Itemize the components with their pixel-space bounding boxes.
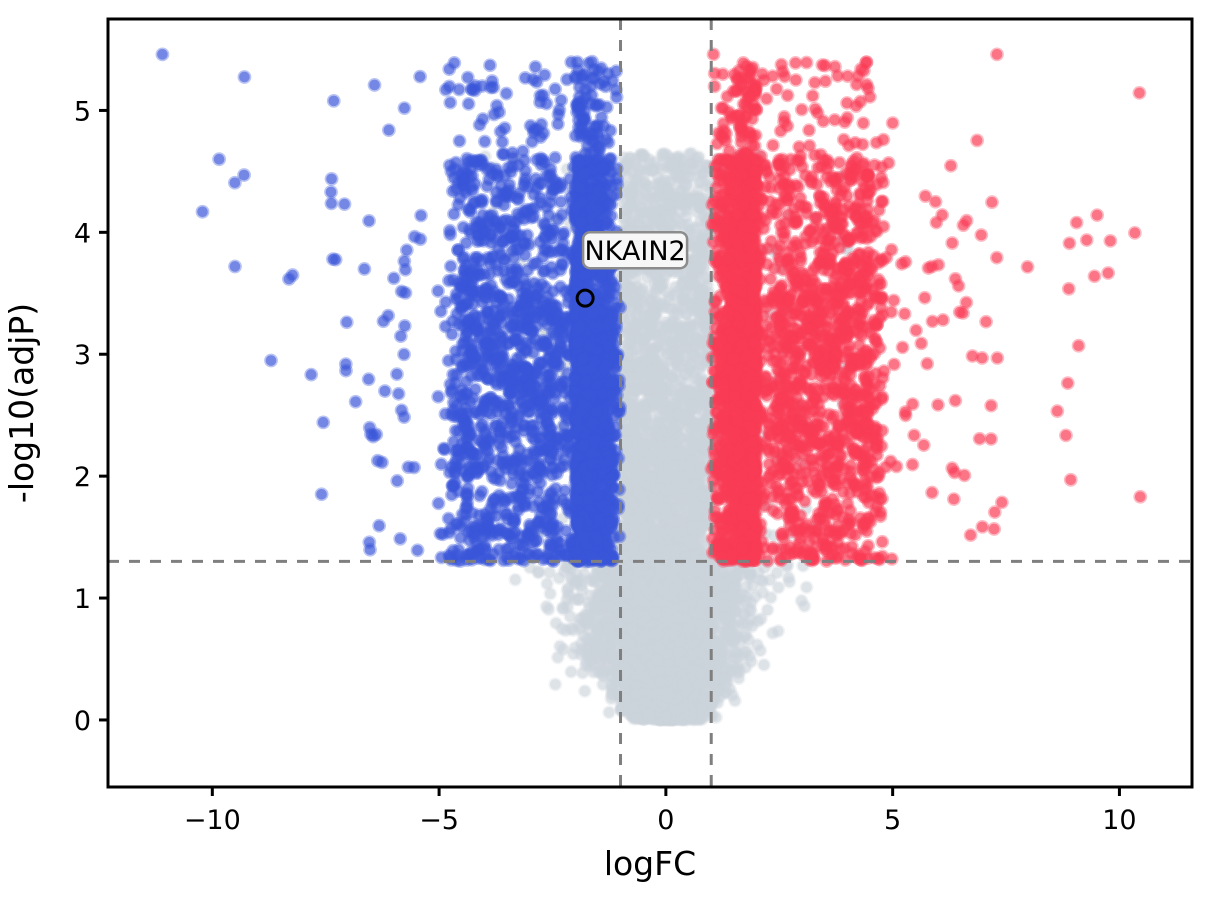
- x-axis-title: logFC: [604, 844, 696, 883]
- y-tick-label: 2: [74, 462, 91, 493]
- highlight-marker-group: [575, 288, 595, 308]
- x-tick-label: 5: [884, 805, 901, 836]
- y-tick-label: 4: [74, 218, 91, 249]
- gene-annotation-group: NKAIN2: [581, 230, 689, 270]
- x-tick-label: −5: [419, 805, 459, 836]
- x-tick-label: 10: [1102, 805, 1136, 836]
- y-tick-label: 5: [74, 96, 91, 127]
- x-tick-label: 0: [657, 805, 674, 836]
- threshold-lines: [108, 19, 1192, 787]
- scatter-layer-up-regulated: [704, 47, 1148, 569]
- axis-ticks: −10 −5 0 5 10 0 1 2 3 4 5: [74, 96, 1137, 836]
- highlighted-gene-marker: [575, 288, 595, 308]
- y-axis-title: -log10(adjP): [2, 303, 41, 503]
- y-tick-label: 1: [74, 584, 91, 615]
- x-tick-label: −10: [184, 805, 241, 836]
- annotation-label-text: NKAIN2: [584, 236, 685, 267]
- y-tick-label: 3: [74, 340, 91, 371]
- axes-frame: [106, 17, 1194, 789]
- annotation-label-box: [581, 230, 689, 270]
- scatter-layer-down-regulated: [155, 47, 628, 569]
- plot-border: [106, 17, 1194, 789]
- y-tick-label: 0: [74, 706, 91, 737]
